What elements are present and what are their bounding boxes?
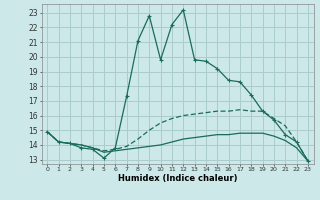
X-axis label: Humidex (Indice chaleur): Humidex (Indice chaleur) bbox=[118, 174, 237, 183]
